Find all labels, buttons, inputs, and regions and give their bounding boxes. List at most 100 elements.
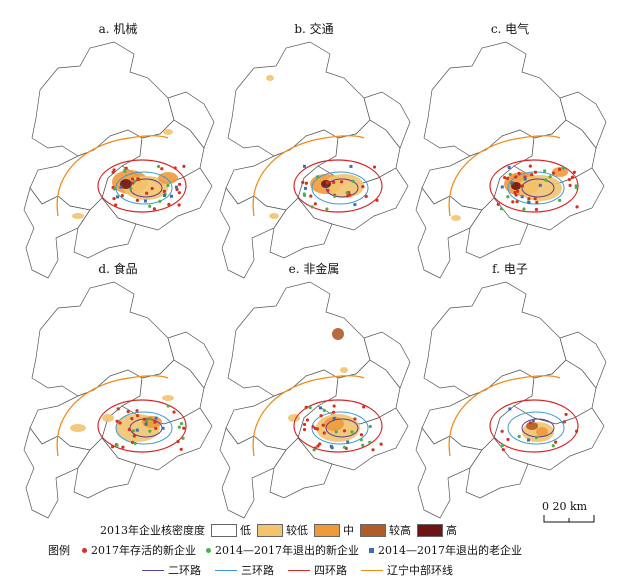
third-ring-road (115, 171, 173, 205)
surviving-enterprise-point (514, 193, 518, 197)
point-label: 2017年存活的新企业 (91, 544, 196, 557)
surviving-enterprise-point (568, 183, 572, 188)
density-blob (340, 367, 348, 373)
line-label: 辽宁中部环线 (387, 564, 453, 577)
surviving-enterprise-point (302, 422, 307, 427)
surviving-enterprise-point (178, 182, 182, 186)
old-enterprise-exit-point (538, 183, 542, 187)
surviving-enterprise-point (359, 433, 364, 437)
map-panel-nonmetal: e. 非金属 (214, 262, 414, 524)
new-enterprise-exit-point (148, 417, 152, 421)
map-panel-food: d. 食品 (18, 262, 218, 524)
density-blob (266, 75, 274, 81)
density-label: 较低 (286, 524, 308, 537)
surviving-enterprise-point (527, 197, 531, 201)
surviving-enterprise-point (562, 420, 566, 424)
surviving-enterprise-point (513, 190, 517, 195)
new-enterprise-exit-point (148, 429, 152, 433)
surviving-enterprise-point (364, 194, 368, 199)
map-svg (415, 41, 607, 279)
district-boundary (363, 91, 411, 149)
new-enterprise-exit-point (508, 172, 512, 177)
old-enterprise-exit-point (135, 428, 139, 432)
surviving-enterprise-point (517, 171, 521, 176)
surviving-enterprise-point (160, 167, 164, 171)
density-blob (518, 175, 562, 201)
district-boundary (167, 91, 215, 149)
old-enterprise-exit-point (302, 164, 306, 168)
old-enterprise-exit-point (144, 422, 148, 426)
liaoning-central-ring (252, 375, 365, 457)
surviving-enterprise-point (564, 412, 568, 417)
surviving-enterprise-point (372, 165, 377, 169)
surviving-enterprise-point (346, 194, 350, 198)
surviving-enterprise-point (362, 405, 366, 409)
surviving-enterprise-point (533, 170, 538, 174)
line-legend: 二环路 三环路 四环路 辽宁中部环线 (128, 562, 453, 578)
district-boundary (269, 197, 333, 259)
old-enterprise-exit-point (346, 440, 350, 444)
legend: 2013年企业核密度度 低 较低 中 较高 高 图例 2017年存活的新企业 2… (0, 520, 630, 584)
liaoning-central-ring (56, 135, 169, 217)
district-boundary (219, 187, 287, 279)
fourth-ring-road (97, 159, 187, 213)
surviving-enterprise-point (554, 440, 558, 444)
surviving-enterprise-point (558, 167, 562, 171)
surviving-enterprise-point (116, 407, 120, 411)
density-blob (102, 414, 114, 422)
surviving-enterprise-point (342, 429, 347, 433)
new-enterprise-exit-point (350, 430, 354, 434)
density-blob (158, 172, 178, 184)
liaoning-central-ring (448, 135, 561, 217)
surviving-enterprise-point (322, 431, 326, 435)
surviving-enterprise-point (551, 171, 556, 175)
line-swatch (288, 569, 310, 571)
liaoning-central-ring (252, 135, 365, 217)
surviving-enterprise-point (301, 180, 305, 184)
surviving-enterprise-point (311, 425, 315, 429)
surviving-enterprise-point (153, 420, 157, 424)
surviving-enterprise-point (177, 203, 181, 207)
second-ring-road (521, 418, 555, 438)
surviving-enterprise-point (127, 427, 131, 432)
new-enterprise-exit-point (315, 175, 320, 179)
new-enterprise-exit-point (501, 443, 505, 448)
old-enterprise-exit-point (143, 199, 147, 203)
surviving-enterprise-point (126, 410, 130, 414)
new-enterprise-exit-point (179, 421, 184, 426)
new-enterprise-exit-point (558, 198, 562, 202)
surviving-enterprise-point (132, 434, 136, 438)
district-boundary (269, 437, 333, 499)
surviving-enterprise-point (515, 200, 519, 204)
surviving-enterprise-point (135, 409, 139, 413)
district-boundary (415, 187, 483, 279)
third-ring-road (311, 171, 369, 205)
surviving-enterprise-point (528, 164, 532, 168)
new-enterprise-exit-point (325, 207, 329, 211)
surviving-enterprise-point (135, 414, 140, 418)
blue-square-icon (369, 547, 374, 553)
panel-title: e. 非金属 (288, 262, 340, 276)
density-blob (72, 213, 84, 219)
scale-label: 0 20 km (542, 500, 588, 513)
surviving-enterprise-point (175, 187, 179, 192)
surviving-enterprise-point (505, 176, 510, 180)
old-enterprise-exit-point (116, 195, 120, 199)
surviving-enterprise-point (371, 448, 375, 452)
new-enterprise-exit-point (156, 164, 161, 169)
new-enterprise-exit-point (177, 425, 181, 429)
old-enterprise-exit-point (161, 426, 165, 430)
surviving-enterprise-point (535, 200, 539, 204)
density-label: 高 (446, 524, 457, 537)
scale-bar-line (543, 515, 595, 523)
line-label: 四环路 (314, 564, 347, 577)
old-enterprise-exit-point (303, 186, 307, 190)
old-enterprise-exit-point (531, 418, 535, 422)
map-svg (23, 281, 215, 519)
surviving-enterprise-point (120, 194, 124, 198)
district-boundary (167, 331, 215, 389)
density-blob (332, 328, 344, 340)
new-enterprise-exit-point (148, 204, 152, 208)
liaoning-central-ring (448, 375, 561, 457)
density-blob (526, 422, 538, 430)
